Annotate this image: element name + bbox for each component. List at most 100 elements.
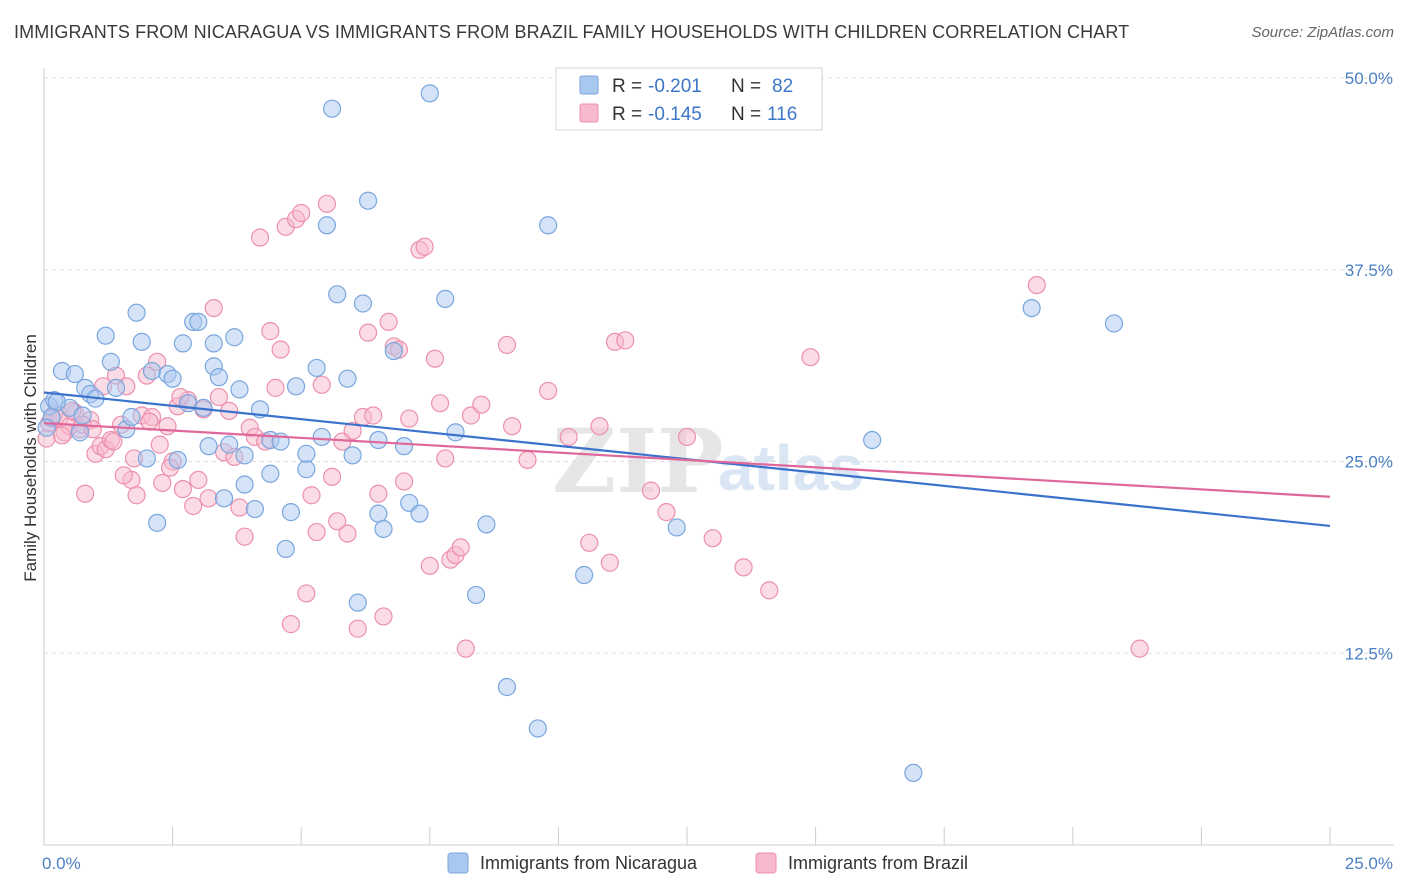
nicaragua-point-80 — [37, 418, 56, 437]
chart-title: IMMIGRANTS FROM NICARAGUA VS IMMIGRANTS … — [14, 22, 1130, 42]
brazil-point-110 — [114, 466, 133, 485]
brazil-point-101 — [1027, 275, 1046, 295]
nicaragua-point-59 — [369, 504, 388, 523]
nicaragua-point-35 — [225, 328, 244, 347]
nicaragua-point-62 — [384, 341, 403, 361]
brazil-point-64 — [364, 406, 383, 425]
brazil-point-24 — [158, 417, 177, 436]
legend: Immigrants from Nicaragua Immigrants fro… — [447, 852, 968, 874]
y-tick-label-3: 50.0% — [1345, 69, 1393, 88]
nicaragua-point-27 — [189, 312, 208, 332]
nicaragua-point-67 — [436, 289, 455, 308]
brazil-point-96 — [677, 427, 697, 447]
stats-r-label-brazil: R = — [612, 104, 642, 125]
nicaragua-point-79 — [1104, 314, 1124, 333]
brazil-point-98 — [734, 558, 753, 577]
nicaragua-point-15 — [122, 407, 141, 427]
brazil-point-73 — [415, 237, 434, 256]
x-tick-label-0: 0.0% — [42, 854, 81, 873]
brazil-point-38 — [230, 498, 249, 517]
nicaragua-point-18 — [137, 449, 156, 468]
brazil-point-18 — [127, 486, 146, 505]
nicaragua-point-45 — [281, 503, 301, 522]
brazil-point-95 — [657, 503, 676, 522]
nicaragua-point-48 — [297, 444, 316, 463]
brazil-point-83 — [472, 395, 491, 414]
nicaragua-point-33 — [214, 489, 234, 508]
nicaragua-point-39 — [245, 499, 265, 519]
stats-box: R = -0.201 N = 82 R = -0.145 N = 116 — [555, 67, 823, 131]
nicaragua-point-66 — [420, 84, 439, 103]
brazil-point-84 — [497, 335, 517, 355]
brazil-point-32 — [199, 489, 218, 508]
brazil-point-23 — [153, 473, 172, 493]
brazil-point-44 — [261, 322, 280, 341]
nicaragua-point-50 — [312, 427, 331, 447]
nicaragua-point-58 — [358, 191, 378, 210]
brazil-point-55 — [317, 194, 337, 213]
y-tick-label-1: 25.0% — [1345, 453, 1393, 472]
source-credit: Source: ZipAtlas.com — [1251, 24, 1394, 41]
stats-box-frame — [555, 67, 823, 131]
brazil-point-57 — [328, 512, 347, 531]
nicaragua-point-36 — [230, 380, 249, 399]
nicaragua-point-11 — [96, 326, 115, 345]
stats-swatch-nicaragua — [579, 75, 599, 95]
brazil-point-39 — [235, 527, 254, 546]
nicaragua-point-75 — [667, 518, 686, 537]
brazil-point-99 — [760, 581, 779, 600]
nicaragua-point-19 — [142, 361, 162, 381]
nicaragua-point-42 — [261, 464, 280, 483]
nicaragua-point-13 — [106, 378, 126, 397]
nicaragua-point-72 — [528, 719, 547, 738]
brazil-point-30 — [189, 470, 208, 490]
nicaragua-point-34 — [220, 435, 239, 454]
stats-r-value-brazil: -0.145 — [648, 104, 702, 125]
brazil-point-89 — [580, 533, 599, 552]
nicaragua-point-57 — [353, 294, 373, 313]
nicaragua-point-5 — [65, 364, 84, 384]
brazil-point-45 — [266, 378, 285, 397]
nicaragua-point-69 — [466, 585, 486, 605]
stats-n-value-nicaragua: 82 — [772, 76, 793, 97]
brazil-point-88 — [559, 427, 578, 447]
nicaragua-point-22 — [163, 369, 182, 388]
brazil-point-56 — [322, 467, 342, 486]
nicaragua-point-25 — [178, 394, 198, 413]
nicaragua-point-49 — [307, 358, 326, 378]
stats-n-label-brazil: N = — [731, 104, 761, 125]
nicaragua-point-20 — [148, 513, 167, 532]
nicaragua-point-23 — [168, 450, 187, 470]
brazil-point-34 — [209, 387, 228, 407]
brazil-point-112 — [140, 412, 159, 431]
brazil-point-8 — [76, 484, 95, 503]
nicaragua-point-38 — [235, 475, 254, 494]
axes — [43, 68, 1394, 846]
brazil-point-66 — [374, 607, 393, 626]
brazil-point-90 — [590, 417, 609, 436]
stats-r-label-nicaragua: R = — [612, 76, 642, 97]
brazil-point-65 — [369, 484, 388, 503]
brazil-point-52 — [302, 486, 321, 505]
grid — [44, 77, 1394, 654]
nicaragua-point-44 — [276, 539, 295, 559]
y-tick-label-2: 37.5% — [1345, 261, 1393, 280]
nicaragua-point-47 — [297, 460, 316, 479]
brazil-point-81 — [456, 639, 475, 658]
brazil-point-29 — [184, 496, 203, 516]
nicaragua-point-17 — [132, 332, 151, 351]
nicaragua-point-77 — [904, 763, 923, 783]
nicaragua-point-70 — [477, 515, 496, 534]
brazil-point-91 — [600, 553, 619, 572]
nicaragua-point-81 — [47, 392, 66, 411]
brazil-point-85 — [503, 417, 522, 436]
y-tick-label-0: 12.5% — [1345, 644, 1393, 663]
brazil-point-71 — [400, 409, 419, 428]
brazil-point-94 — [641, 481, 661, 500]
trend-line-brazil — [43, 422, 1331, 498]
stats-n-value-brazil: 116 — [767, 104, 797, 125]
brazil-point-75 — [425, 349, 445, 368]
brazil-point-97 — [703, 529, 722, 548]
nicaragua-point-24 — [173, 334, 192, 353]
nicaragua-point-73 — [539, 216, 558, 235]
